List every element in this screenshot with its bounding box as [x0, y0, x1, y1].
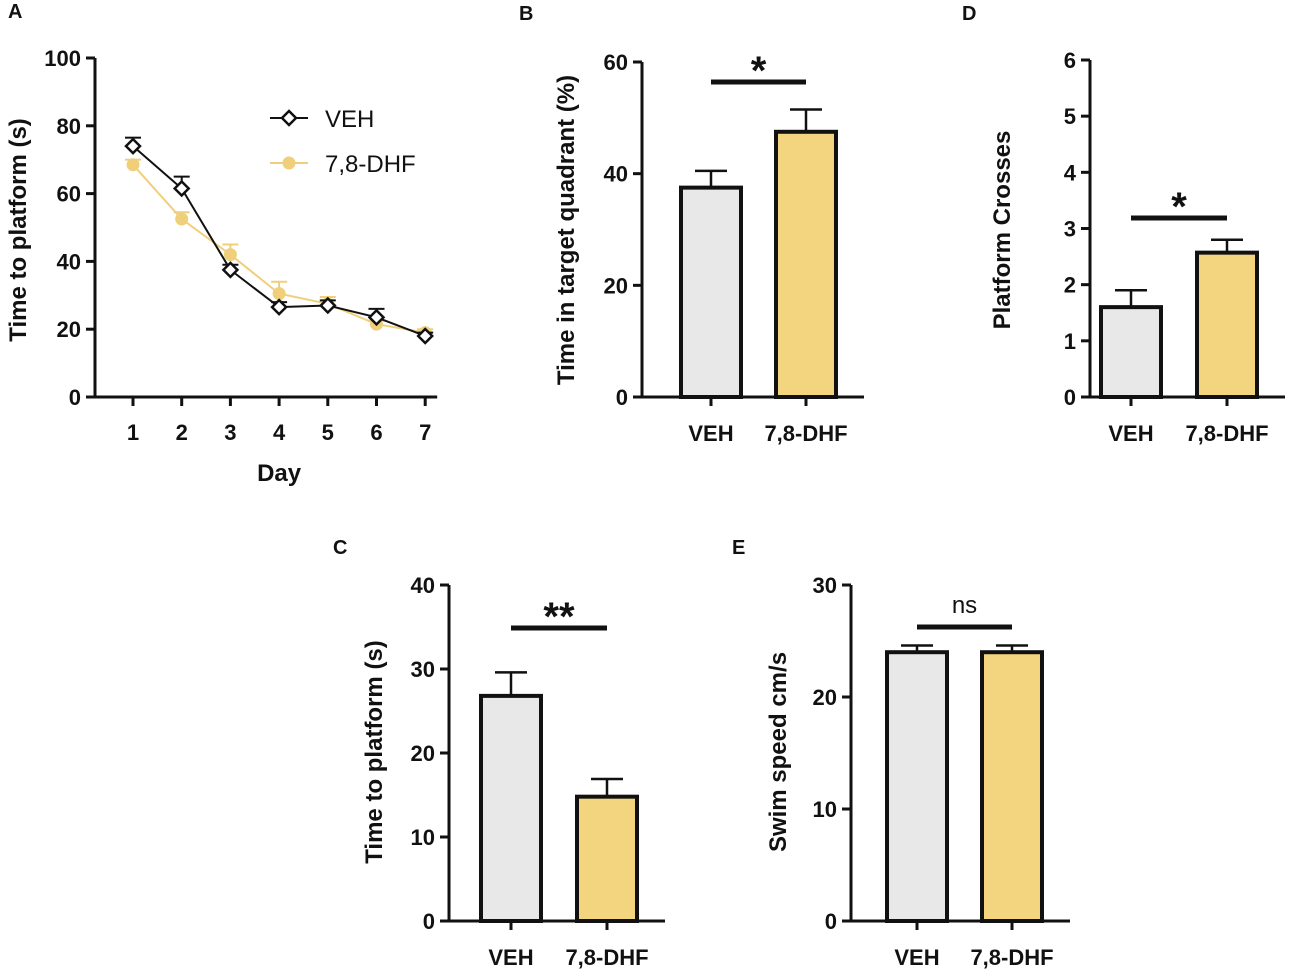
x-tick-label: 3 [224, 420, 236, 445]
significance-label: * [1171, 185, 1187, 229]
bar-veh [679, 185, 743, 399]
bar-veh [885, 650, 949, 923]
y-tick-label: 0 [825, 909, 837, 934]
significance-label: ** [543, 595, 575, 639]
x-tick-label: 6 [370, 420, 382, 445]
panel-label: B [519, 3, 533, 25]
y-tick-label: 40 [411, 573, 435, 598]
data-point [272, 287, 286, 301]
panel-D: D 0 1 2 3 4 5 6 Platform Crosses VEH 7,8-DHF * [962, 3, 1285, 446]
y-tick-label: 0 [423, 909, 435, 934]
x-tick-label: VEH [688, 421, 733, 446]
y-tick-label: 0 [616, 385, 628, 410]
y-axis-title: Time in target quadrant (%) [553, 75, 580, 385]
y-tick-label: 0 [1064, 385, 1076, 410]
y-tick-label: 40 [57, 249, 81, 274]
y-tick-label: 5 [1064, 104, 1076, 129]
y-tick-label: 40 [604, 162, 628, 187]
panel-label: E [732, 537, 745, 559]
y-tick-label: 1 [1064, 329, 1076, 354]
legend-label: 7,8-DHF [325, 151, 416, 178]
y-tick-label: 10 [411, 825, 435, 850]
y-axis-title: Platform Crosses [989, 131, 1016, 330]
y-tick-label: 20 [604, 273, 628, 298]
data-point [223, 248, 237, 262]
significance-label: * [751, 49, 767, 93]
x-tick-label: 2 [176, 420, 188, 445]
x-tick-label: 1 [127, 420, 139, 445]
data-point [319, 296, 337, 315]
y-axis-title: Time to platform (s) [5, 118, 32, 342]
x-tick-label: 4 [273, 420, 286, 445]
panel-label: D [962, 3, 976, 25]
x-tick-label: VEH [894, 945, 939, 970]
panel-B: B 0 20 40 60 Time in target quadrant (%) VEH 7,… [519, 3, 864, 446]
data-point [124, 137, 142, 155]
data-point [367, 308, 386, 327]
panel-E: E 0 10 20 30 Swim speed cm/s VEH 7,8-DHF ns [732, 537, 1070, 970]
x-tick-label: VEH [1108, 421, 1153, 446]
x-axis-title: Day [257, 460, 302, 487]
y-tick-label: 6 [1064, 48, 1076, 73]
y-tick-label: 100 [44, 46, 81, 71]
y-tick-label: 20 [411, 741, 435, 766]
data-point [270, 298, 288, 316]
legend-label: VEH [325, 106, 374, 133]
data-point [416, 327, 434, 345]
y-tick-label: 30 [813, 573, 837, 598]
data-point [126, 158, 140, 172]
y-tick-label: 0 [69, 385, 81, 410]
y-axis-title: Swim speed cm/s [765, 652, 792, 852]
y-tick-label: 60 [57, 182, 81, 207]
y-tick-label: 20 [813, 685, 837, 710]
y-tick-label: 4 [1064, 160, 1077, 185]
y-tick-label: 20 [57, 317, 81, 342]
y-tick-label: 80 [57, 114, 81, 139]
y-tick-label: 10 [813, 797, 837, 822]
x-tick-label: 7 [419, 420, 431, 445]
x-tick-label: 7,8-DHF [764, 421, 847, 446]
x-tick-label: 5 [322, 420, 334, 445]
x-tick-label: 7,8-DHF [565, 945, 648, 970]
y-axis-title: Time to platform (s) [361, 640, 388, 864]
panel-A: A 0 20 40 60 80 100 Time to platform (s) 1 2 3 4 5 6 7… [5, 1, 438, 487]
x-tick-label: 7,8-DHF [1185, 421, 1268, 446]
bar-dhf [1195, 250, 1259, 399]
data-point [175, 212, 189, 226]
y-tick-label: 2 [1064, 273, 1076, 298]
data-point [221, 261, 240, 279]
bar-dhf [980, 650, 1044, 923]
data-point [172, 179, 191, 198]
panel-label: A [8, 1, 22, 23]
x-tick-label: VEH [488, 945, 533, 970]
bar-veh [479, 693, 543, 923]
significance-label: ns [952, 592, 977, 619]
x-tick-label: 7,8-DHF [970, 945, 1053, 970]
y-tick-label: 60 [604, 50, 628, 75]
bar-veh [1099, 305, 1163, 399]
bar-dhf [575, 794, 639, 923]
legend-marker [280, 109, 298, 127]
panel-label: C [333, 537, 347, 559]
y-tick-label: 3 [1064, 217, 1076, 242]
bar-dhf [774, 129, 838, 400]
series-veh [124, 136, 434, 345]
legend: VEH 7,8-DHF [270, 106, 416, 178]
panel-C: C 0 10 20 30 40 Time to platform (s) VEH 7,8-DHF… [333, 537, 665, 970]
y-tick-label: 30 [411, 657, 435, 682]
legend-marker [282, 156, 296, 170]
